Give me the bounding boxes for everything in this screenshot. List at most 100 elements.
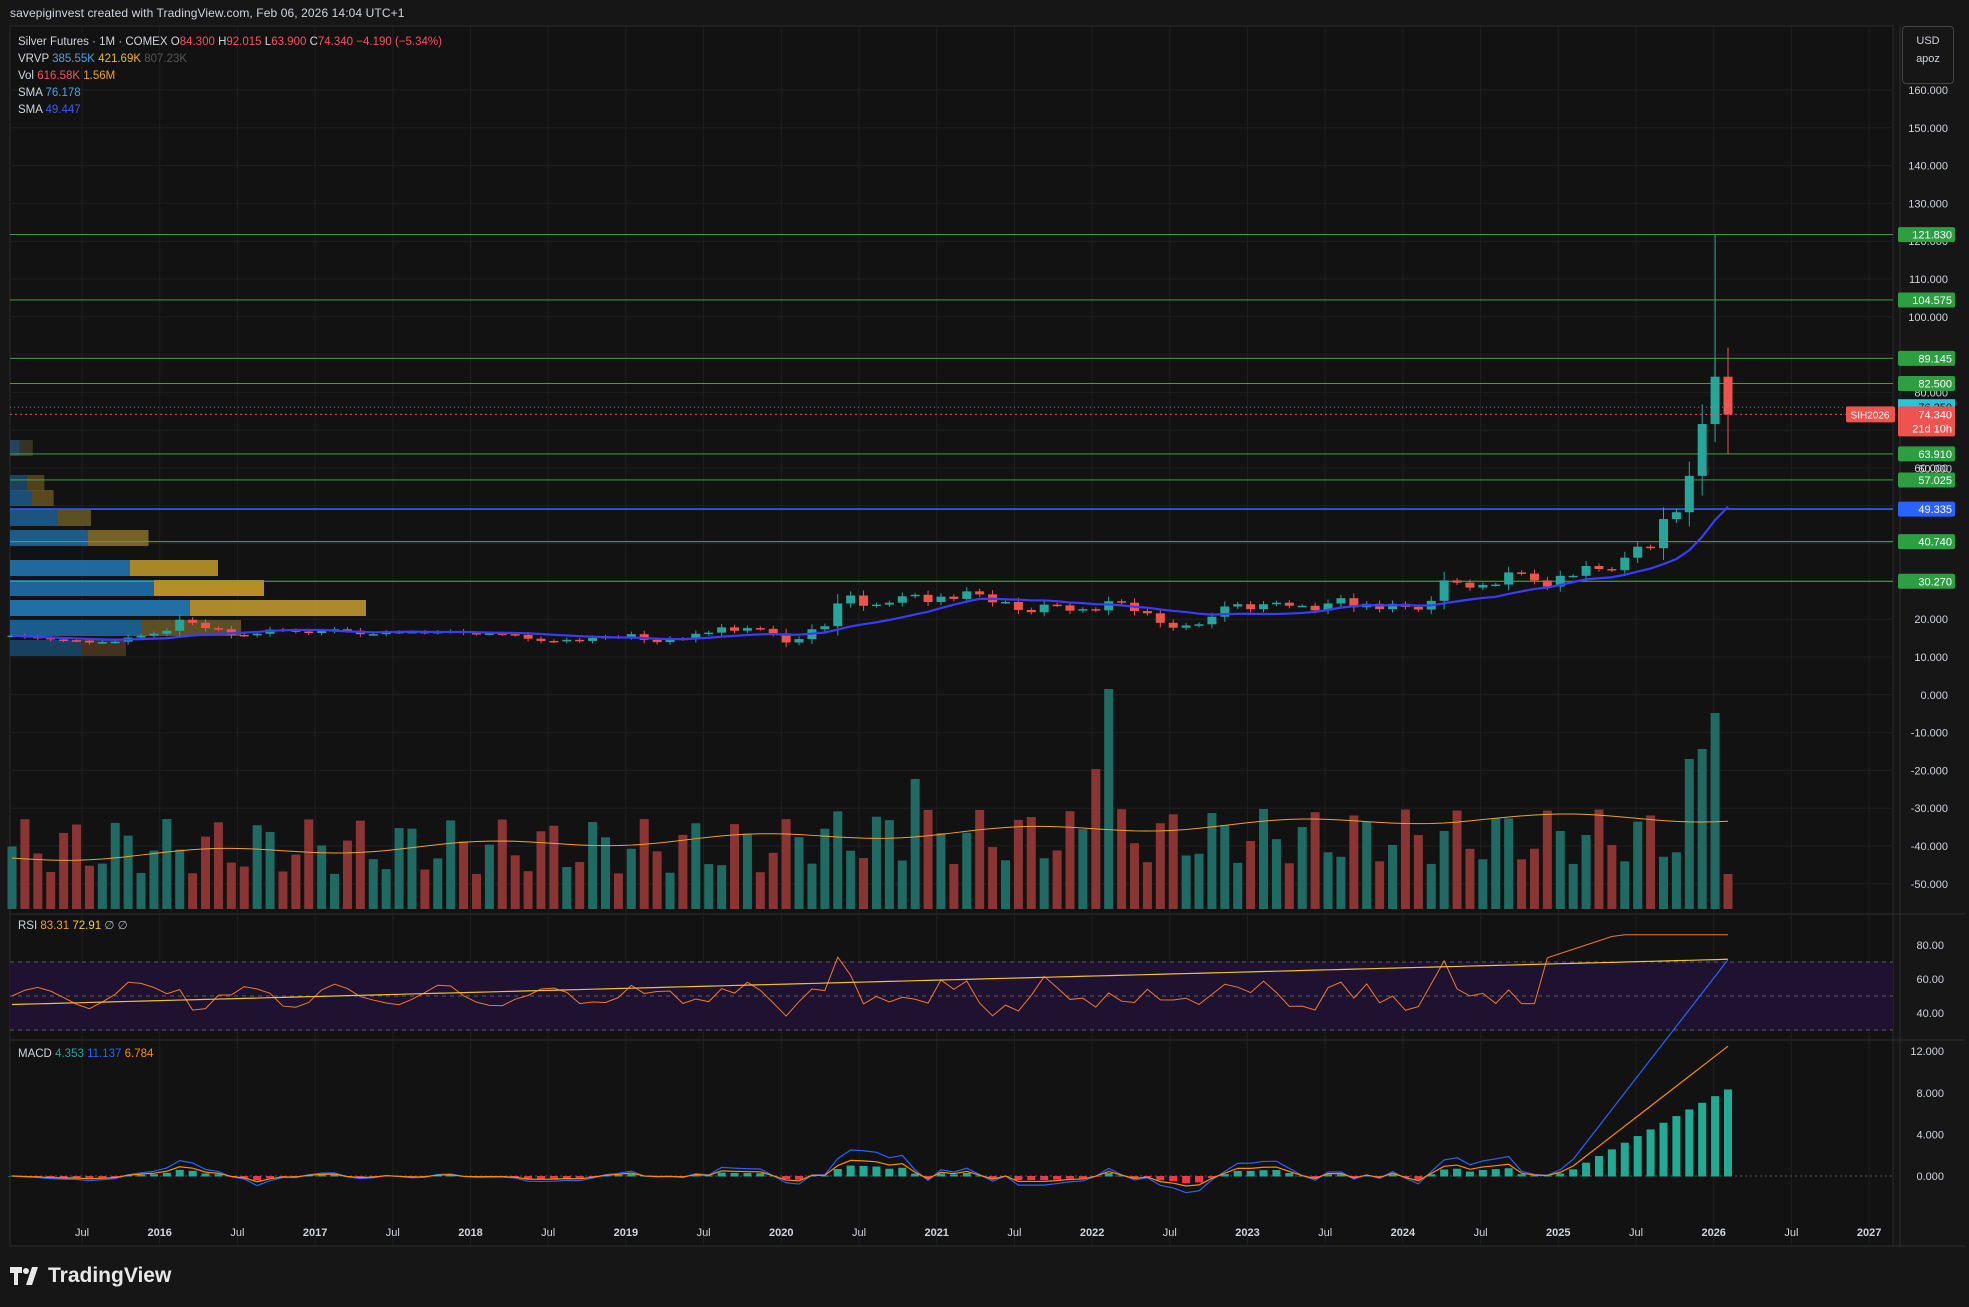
volume-bar <box>33 853 43 909</box>
candle-body <box>1194 624 1204 626</box>
macd-hist-bar <box>1375 1176 1384 1178</box>
volume-bar <box>381 869 391 909</box>
volume-bar <box>7 846 17 909</box>
candle-body <box>833 603 843 627</box>
macd-hist-bar <box>85 1176 94 1179</box>
time-tick-label: Jul <box>75 1227 89 1239</box>
volume-bar <box>1723 874 1733 909</box>
candle-body <box>1297 605 1307 608</box>
volume-bar <box>1129 843 1139 909</box>
macd-signal-line <box>11 1045 1729 1187</box>
macd-hist-bar <box>1672 1116 1681 1177</box>
time-tick-label: 2018 <box>458 1227 482 1239</box>
candle-body <box>1465 582 1475 588</box>
volume-bar <box>1181 855 1191 909</box>
tradingview-logo[interactable]: TradingView <box>10 1264 171 1288</box>
sma1-label: SMA <box>18 87 43 99</box>
volume-bar <box>265 831 275 909</box>
macd-hist-bar <box>1646 1129 1655 1177</box>
vrvp-up: 385.55K <box>52 53 95 65</box>
macd-hist-bar <box>137 1174 146 1177</box>
macd-hist-bar <box>1027 1176 1036 1181</box>
macd-hist-bar <box>1556 1173 1565 1177</box>
candle-body <box>1529 573 1539 581</box>
volume-bar <box>613 873 623 909</box>
candle-body <box>755 628 765 630</box>
last-price-badge <box>1898 406 1955 437</box>
volume-bar <box>1491 818 1501 909</box>
vrvp-bar-up <box>10 620 142 636</box>
open-label: O <box>170 36 180 48</box>
macd-hist-bar <box>846 1165 855 1177</box>
macd-hist-bar <box>1414 1176 1423 1180</box>
vrvp-bar-down <box>26 475 45 491</box>
volume-bar <box>871 816 881 909</box>
candle-body <box>562 639 572 642</box>
time-tick-label: Jul <box>1474 1227 1488 1239</box>
time-tick-label: 2020 <box>769 1227 793 1239</box>
macd-hist-bar <box>433 1175 442 1177</box>
rsi-tick-label: 40.00 <box>1916 1008 1944 1020</box>
change-value: −4.190 (−5.34%) <box>356 36 442 48</box>
time-tick-label: 2024 <box>1391 1227 1416 1239</box>
macd-hist-bar <box>1220 1174 1229 1177</box>
volume-bar <box>1697 749 1707 909</box>
vrvp-bar-down <box>88 530 149 546</box>
volume-bar <box>1646 815 1656 909</box>
volume-bar <box>562 867 572 909</box>
candle-body <box>381 632 391 635</box>
candle-body <box>691 633 701 640</box>
volume-bar <box>420 869 430 909</box>
candle-body <box>742 628 752 631</box>
macd-hist-bar <box>175 1169 184 1177</box>
macd-hist-bar <box>962 1172 971 1177</box>
volume-bar <box>1684 759 1694 909</box>
vrvp-bar-up <box>10 440 20 456</box>
time-tick-label: 2017 <box>303 1227 327 1239</box>
macd-hist-bar <box>317 1174 326 1177</box>
candle-body <box>1284 602 1294 606</box>
candle-body <box>484 633 494 635</box>
macd-hist-bar <box>1078 1176 1087 1179</box>
candle-body <box>1581 566 1591 576</box>
macd-hist-bar <box>253 1176 262 1181</box>
candle-body <box>162 630 172 634</box>
candle-body <box>1233 604 1243 607</box>
macd-hist-bar <box>1440 1169 1449 1177</box>
candle-body <box>923 594 933 602</box>
volume-bar <box>1013 819 1023 909</box>
chart-attribution: savepiginvest created with TradingView.c… <box>10 6 405 20</box>
volume-bars <box>7 689 1733 909</box>
volume-bar <box>1426 863 1436 909</box>
level-badge-label: 63.910 <box>1918 449 1952 461</box>
candle-body <box>1710 376 1720 425</box>
candle-body <box>1504 572 1514 585</box>
price-tick-label: 160.000 <box>1908 85 1948 97</box>
macd-tick-label: 4.000 <box>1916 1129 1944 1141</box>
volume-bar <box>768 852 778 909</box>
macd-hist-bar <box>820 1175 829 1177</box>
volume-bar <box>691 823 701 909</box>
macd-hist-bar <box>1530 1175 1539 1177</box>
volume-bar <box>446 820 456 909</box>
candle-body <box>342 629 352 631</box>
candle-body <box>175 619 185 631</box>
volume-bar <box>1039 858 1049 909</box>
candle-body <box>781 633 791 643</box>
volume-bar <box>1259 809 1269 909</box>
volume-bar <box>59 832 69 909</box>
volume-bar <box>394 828 404 909</box>
volume-bar <box>639 819 649 909</box>
macd-hist-bar <box>1711 1096 1720 1177</box>
volume-bar <box>97 863 107 909</box>
candle-body <box>1065 605 1075 611</box>
countdown-label: 21d 10h <box>1912 423 1952 435</box>
volume-bar <box>665 872 675 909</box>
candle-body <box>149 633 159 636</box>
macd-hist-bar <box>330 1174 339 1177</box>
macd-hist-bar <box>1233 1170 1242 1177</box>
price-tick-label: 130.000 <box>1908 198 1948 210</box>
currency-selector[interactable]: USD apoz <box>1902 26 1954 84</box>
volume-bar <box>1078 829 1088 909</box>
